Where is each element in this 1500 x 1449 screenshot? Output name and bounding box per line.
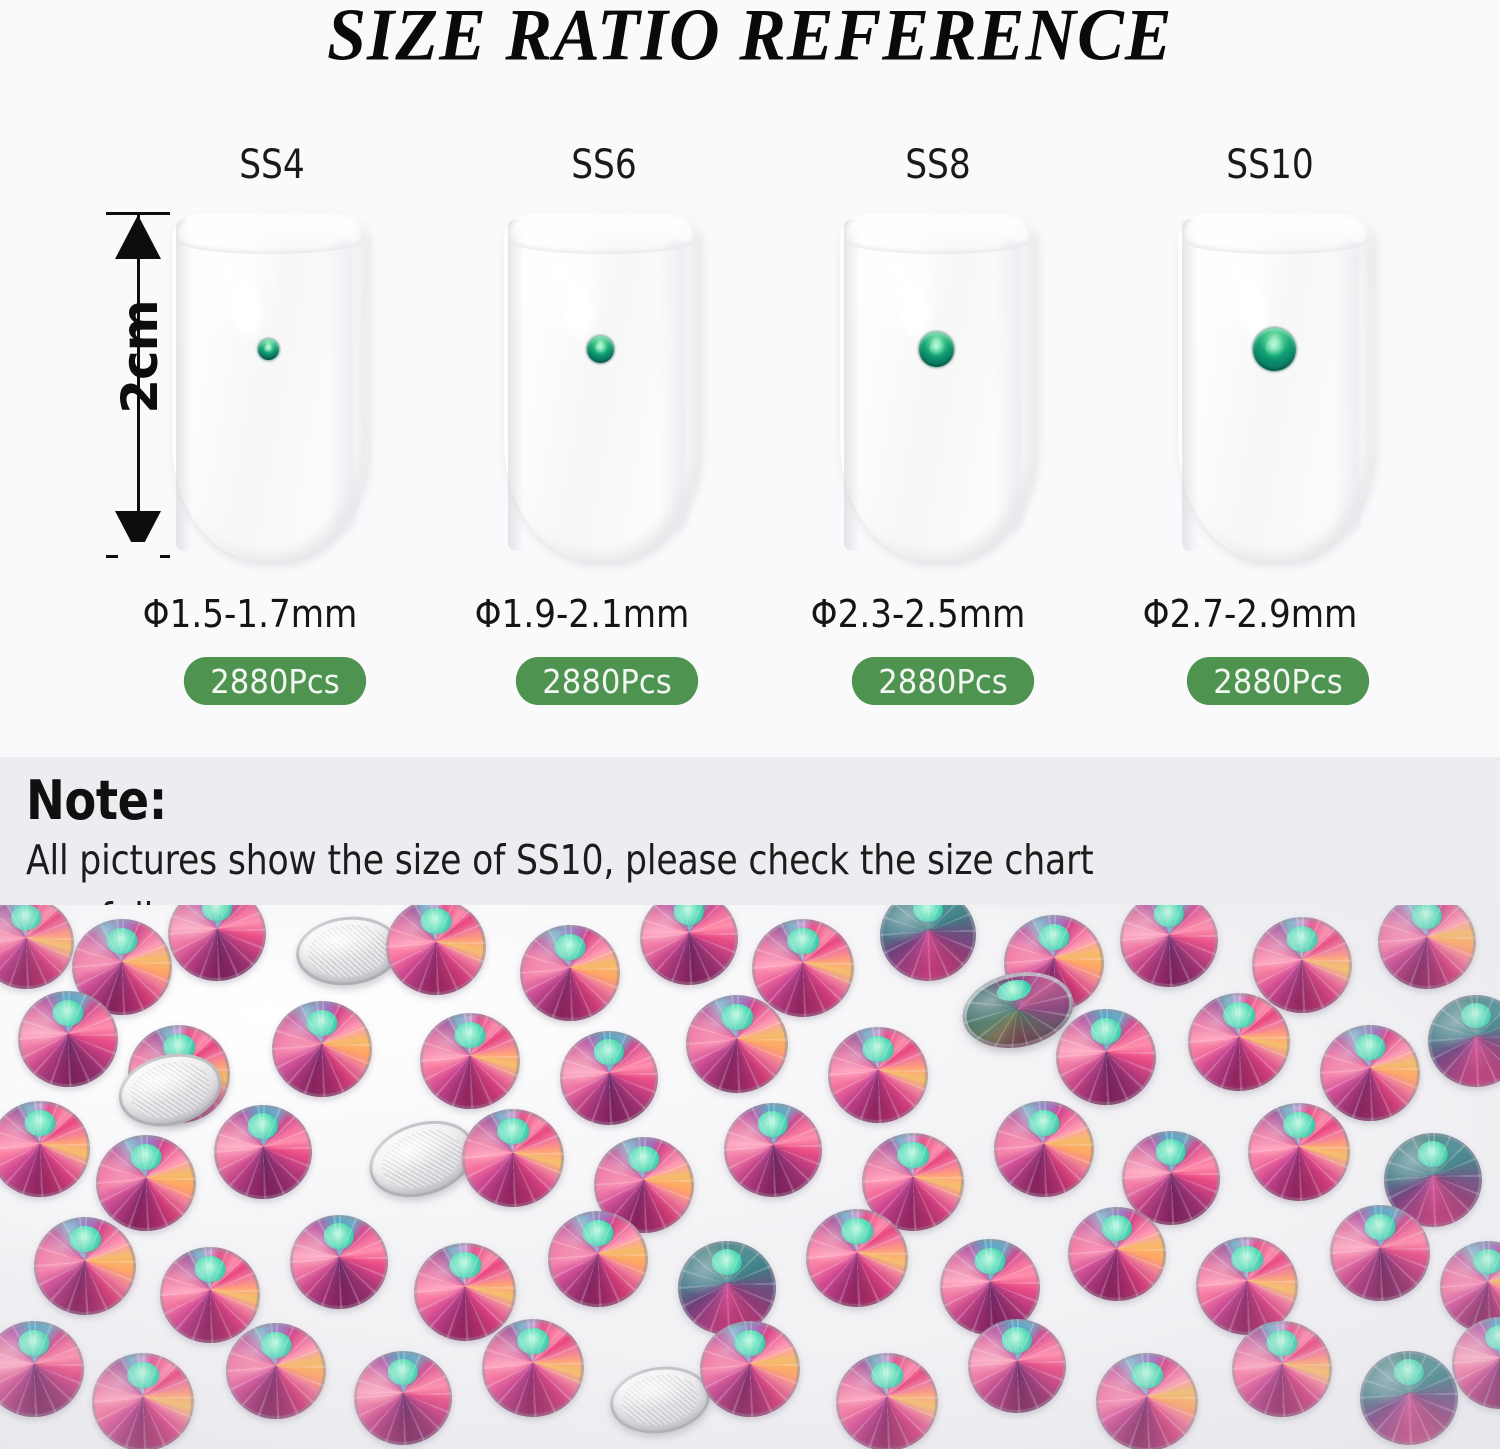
rhinestone <box>640 905 738 985</box>
size-label-ss6: SS6 <box>571 142 637 188</box>
diameter-label-ss4: Φ1.5-1.7mm <box>142 592 358 636</box>
rhinestone-on-nail-ss6 <box>587 336 614 363</box>
size-label-ss10: SS10 <box>1226 142 1314 188</box>
rhinestone <box>96 1135 196 1231</box>
size-label-ss8: SS8 <box>905 142 971 188</box>
rhinestone <box>560 1031 658 1125</box>
rhinestone-on-nail-ss8 <box>919 332 954 367</box>
rhinestone <box>290 1215 388 1309</box>
rhinestone-table-facet <box>928 340 945 357</box>
rhinestone-table-facet <box>263 343 274 354</box>
nail-gloss-highlight <box>1237 282 1267 336</box>
nail-gloss-highlight <box>231 282 261 336</box>
rhinestone <box>678 1241 776 1335</box>
rhinestone-table-facet <box>594 342 607 355</box>
rhinestone <box>1120 905 1218 987</box>
height-dimension-arrow: 2cm <box>106 212 170 670</box>
quantity-badge-ss6: 2880Pcs <box>515 657 699 705</box>
rhinestone <box>1096 1353 1198 1449</box>
quantity-badge-ss8: 2880Pcs <box>851 657 1035 705</box>
rhinestone <box>724 1103 822 1197</box>
rhinestone <box>272 1001 372 1097</box>
nail-tip-ss4 <box>172 213 368 561</box>
page-title: SIZE RATIO REFERENCE <box>327 0 1173 77</box>
rhinestone <box>548 1211 648 1307</box>
diameter-label-ss6: Φ1.9-2.1mm <box>474 592 690 636</box>
rhinestone <box>1428 995 1500 1087</box>
arrowhead-up-icon <box>115 215 161 259</box>
rhinestone <box>1248 1103 1350 1201</box>
rhinestone <box>354 1351 452 1445</box>
nail-top-highlight <box>510 216 694 254</box>
nail-tip-ss8 <box>840 213 1036 561</box>
rhinestone <box>968 1319 1066 1413</box>
rhinestone <box>1232 1321 1332 1417</box>
page-title-container: SIZE RATIO REFERENCE <box>0 0 1500 77</box>
rhinestone <box>420 1013 520 1109</box>
size-label-ss4: SS4 <box>239 142 305 188</box>
rhinestone <box>18 991 118 1087</box>
rhinestone <box>1384 1133 1482 1227</box>
diameter-label-ss8: Φ2.3-2.5mm <box>810 592 1026 636</box>
rhinestone <box>386 905 486 995</box>
rhinestone <box>92 1353 194 1449</box>
quantity-badge-ss4: 2880Pcs <box>183 657 367 705</box>
rhinestone <box>34 1217 136 1315</box>
dimension-cap-top <box>106 212 170 215</box>
rhinestone <box>0 905 74 989</box>
rhinestone <box>880 905 976 981</box>
rhinestone-on-nail-ss4 <box>258 339 279 360</box>
rhinestone <box>994 1101 1094 1197</box>
rhinestone <box>686 995 788 1093</box>
rhinestone-on-nail-ss10 <box>1253 328 1296 371</box>
dimension-height-label: 2cm <box>111 300 169 414</box>
rhinestone <box>520 925 620 1021</box>
rhinestone <box>1188 993 1290 1091</box>
rhinestone <box>0 1101 90 1197</box>
rhinestone <box>168 905 266 981</box>
rhinestone <box>1056 1009 1156 1105</box>
rhinestone <box>806 1209 908 1307</box>
rhinestone <box>1360 1351 1458 1445</box>
nail-top-highlight <box>846 216 1030 254</box>
rhinestone <box>214 1105 312 1199</box>
nail-gloss-highlight <box>563 282 593 336</box>
rhinestone <box>700 1321 800 1417</box>
note-label: Note: <box>26 769 167 832</box>
rhinestone <box>836 1353 938 1449</box>
rhinestone <box>482 1319 584 1417</box>
nail-gloss-highlight <box>899 282 929 336</box>
rhinestone <box>828 1027 928 1123</box>
rhinestone <box>1378 905 1476 989</box>
quantity-badge-ss10: 2880Pcs <box>1186 657 1370 705</box>
rhinestone <box>0 1321 84 1417</box>
rhinestone <box>160 1247 260 1343</box>
nail-tip-ss10 <box>1178 213 1374 561</box>
rhinestone <box>462 1109 564 1207</box>
rhinestone <box>414 1243 516 1341</box>
nail-top-highlight <box>178 216 362 254</box>
rhinestone-foil-back <box>605 1360 715 1440</box>
nail-top-highlight <box>1184 216 1368 254</box>
dimension-line <box>137 215 140 555</box>
rhinestone <box>1452 1317 1500 1409</box>
rhinestone <box>1320 1025 1420 1121</box>
rhinestone-table-facet <box>1264 338 1285 358</box>
rhinestone <box>1330 1205 1430 1301</box>
rhinestone <box>1252 917 1352 1013</box>
rhinestone-product-photo <box>0 905 1500 1449</box>
rhinestone <box>1122 1131 1220 1225</box>
rhinestone <box>226 1323 326 1419</box>
rhinestone <box>752 919 854 1017</box>
rhinestone <box>1068 1207 1166 1301</box>
note-banner: Note: All pictures show the size of SS10… <box>0 757 1500 994</box>
diameter-label-ss10: Φ2.7-2.9mm <box>1142 592 1358 636</box>
nail-tip-ss6 <box>504 213 700 561</box>
dimension-text-backdrop <box>118 542 160 670</box>
rhinestone <box>1196 1237 1298 1335</box>
